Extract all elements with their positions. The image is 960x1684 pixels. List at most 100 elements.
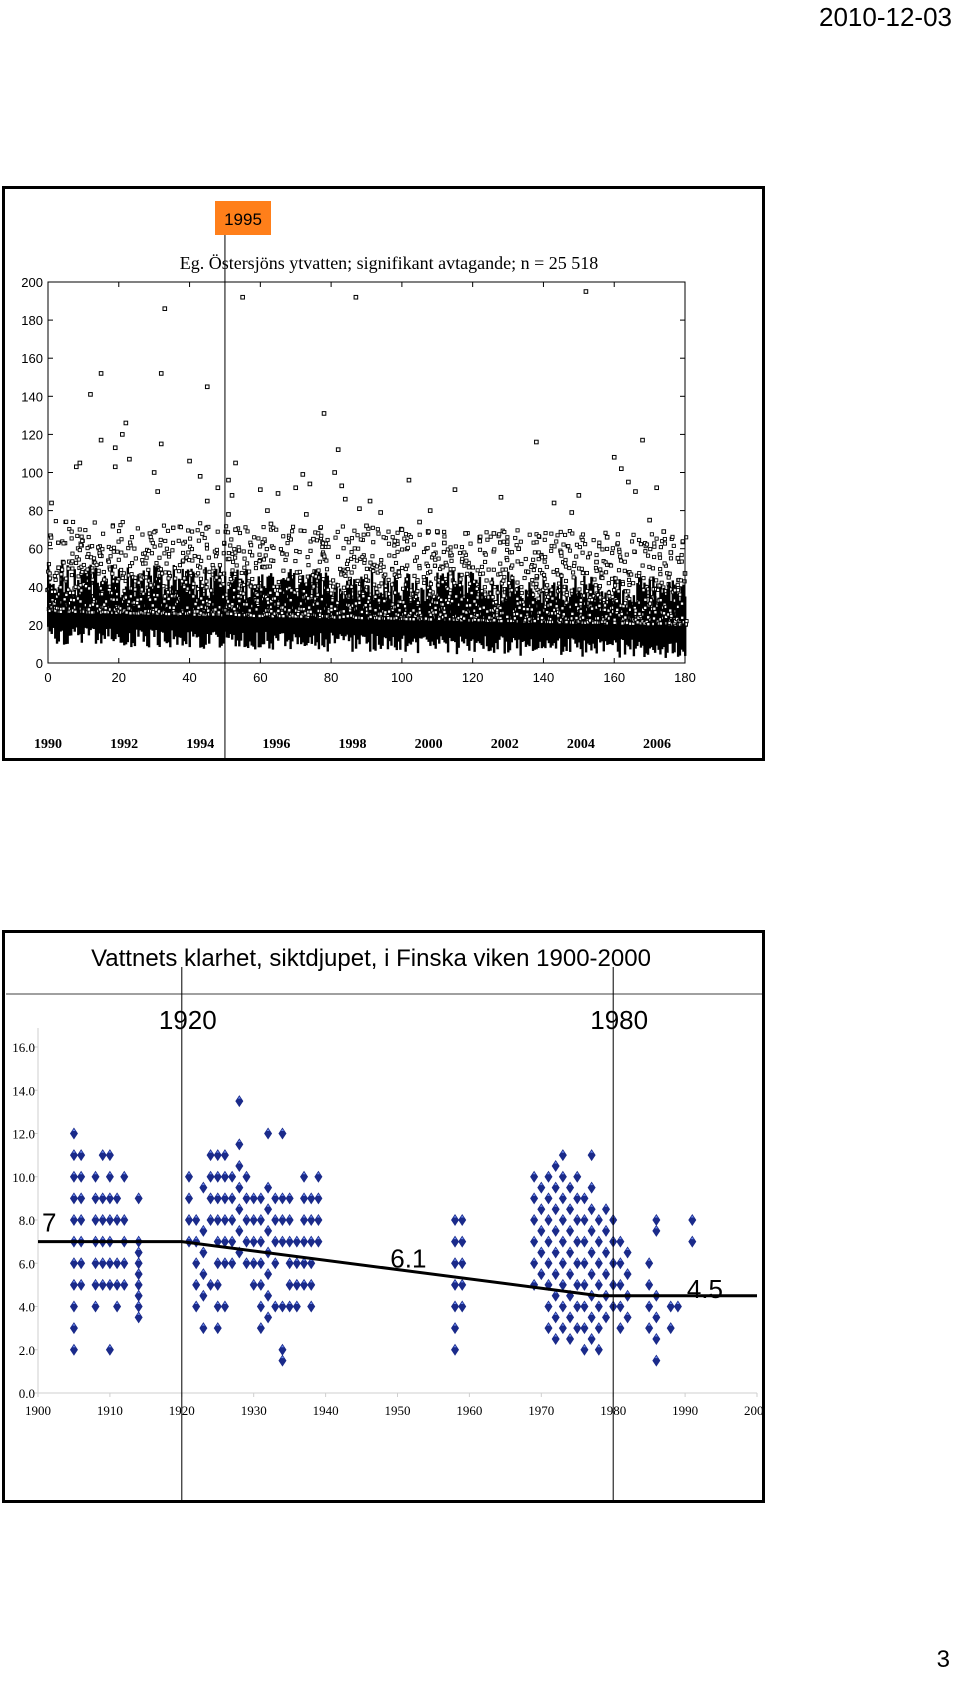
diamond-highlight: [604, 1204, 608, 1207]
data-point: [47, 541, 53, 546]
diamond-highlight: [597, 1302, 601, 1304]
data-point: [497, 532, 502, 537]
data-point: [64, 519, 69, 524]
data-point: [269, 609, 274, 614]
data-point: [368, 560, 373, 565]
data-point: [515, 528, 520, 533]
data-point: [252, 584, 257, 589]
data-point: [307, 1300, 316, 1313]
data-point: [594, 1214, 603, 1226]
x-tick-label: 1910: [97, 1403, 123, 1418]
diamond-marker: [278, 1214, 287, 1226]
data-point: [417, 610, 422, 615]
data-point: [206, 1214, 215, 1226]
data-point: [483, 559, 488, 564]
data-point: [449, 558, 454, 563]
diamond-marker: [77, 1170, 86, 1183]
data-point: [483, 592, 488, 597]
data-point: [158, 567, 163, 572]
data-point: [165, 528, 171, 533]
cloud-bar: [149, 575, 153, 630]
cloud-bar: [602, 607, 606, 652]
data-point: [300, 1257, 309, 1270]
data-point: [592, 577, 597, 582]
data-point: [378, 568, 383, 573]
diamond-marker: [69, 1192, 78, 1205]
data-point: [299, 614, 304, 619]
outlier-point: [675, 555, 681, 561]
cloud-bar: [574, 576, 577, 644]
data-point: [120, 1214, 129, 1226]
data-point: [76, 557, 81, 562]
cloud-bar: [245, 569, 248, 647]
outlier-point: [77, 460, 83, 466]
diamond-highlight: [223, 1172, 227, 1175]
data-point: [199, 1322, 208, 1335]
diamond-highlight: [194, 1280, 198, 1283]
diamond-highlight: [266, 1183, 270, 1186]
data-point: [315, 592, 320, 597]
data-point: [217, 563, 222, 568]
data-point: [66, 587, 71, 592]
outlier-point: [187, 458, 192, 464]
data-point: [544, 1300, 553, 1313]
diamond-marker: [249, 1235, 258, 1248]
data-point: [129, 535, 134, 540]
diamond-marker: [580, 1343, 589, 1356]
diamond-marker: [307, 1235, 316, 1248]
data-point: [527, 617, 532, 622]
data-point: [91, 556, 97, 561]
data-point: [213, 607, 218, 612]
data-point: [537, 1224, 546, 1237]
data-point: [235, 1138, 244, 1151]
cloud-bar: [135, 582, 138, 630]
outlier-point: [304, 512, 309, 517]
diamond-marker: [264, 1127, 273, 1140]
diamond-highlight: [201, 1291, 205, 1294]
data-point: [536, 596, 541, 601]
diamond-marker: [235, 1138, 244, 1151]
data-point: [646, 615, 651, 620]
data-point: [53, 519, 58, 524]
diamond-marker: [573, 1235, 582, 1248]
data-point: [635, 620, 640, 625]
data-point: [262, 537, 267, 542]
data-point: [626, 577, 632, 582]
diamond-highlight: [575, 1237, 579, 1240]
diamond-marker: [235, 1095, 244, 1108]
data-point: [542, 537, 547, 542]
data-point: [249, 1214, 258, 1226]
data-point: [654, 578, 659, 583]
data-point: [184, 1192, 193, 1205]
diamond-marker: [558, 1322, 567, 1335]
diamond-marker: [558, 1257, 567, 1270]
data-point: [165, 590, 171, 595]
outlier-point: [307, 481, 313, 487]
data-point: [678, 592, 683, 597]
diamond-highlight: [122, 1280, 126, 1283]
data-point: [566, 1224, 575, 1237]
diamond-highlight: [237, 1204, 241, 1207]
diamond-highlight: [72, 1215, 76, 1218]
diamond-marker: [69, 1300, 78, 1313]
data-point: [134, 1192, 143, 1205]
x-tick-label: 1940: [313, 1403, 339, 1418]
data-point: [193, 601, 198, 607]
data-point: [587, 1268, 596, 1281]
chart-2-svg: Vattnets klarhet, siktdjupet, i Finska v…: [6, 945, 770, 1500]
data-point: [149, 551, 154, 556]
diamond-marker: [458, 1235, 467, 1248]
data-point: [64, 592, 69, 597]
diamond-highlight: [575, 1323, 579, 1326]
data-point: [580, 532, 586, 537]
data-point: [615, 532, 620, 537]
diamond-highlight: [288, 1215, 292, 1218]
data-point: [61, 541, 66, 546]
marker-label: 1980: [590, 1005, 648, 1035]
data-point: [395, 541, 400, 546]
diamond-marker: [98, 1257, 107, 1270]
data-point: [150, 540, 155, 546]
cloud-bar: [287, 572, 291, 640]
diamond-marker: [566, 1311, 575, 1324]
header-date: 2010-12-03: [819, 2, 952, 32]
